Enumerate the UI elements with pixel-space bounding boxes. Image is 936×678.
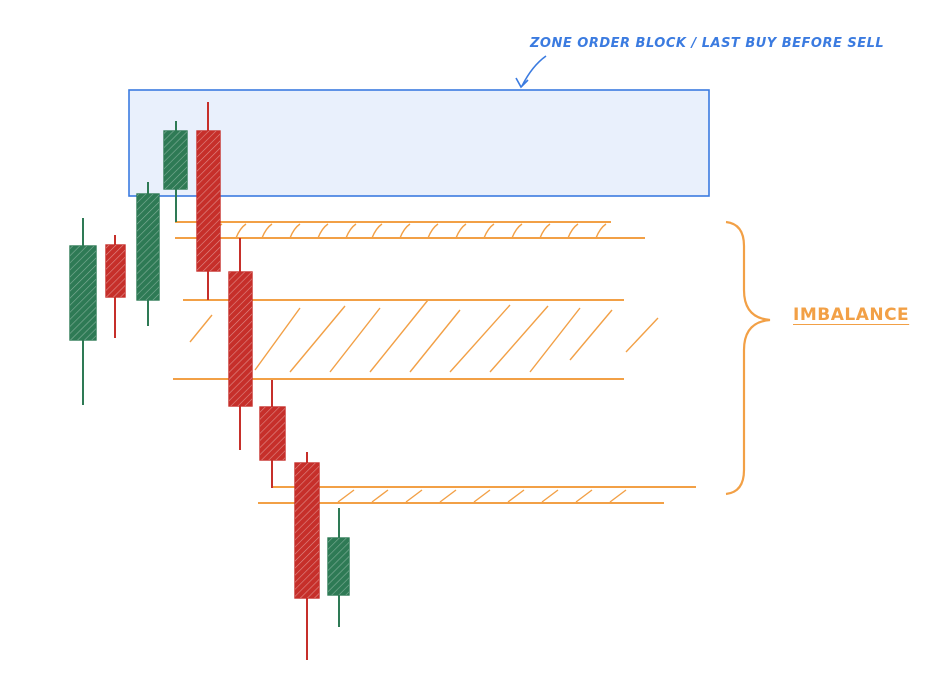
order-block-zone [128,89,710,197]
candle [105,235,126,338]
candle [196,102,221,300]
imbalance-band-middle [173,299,659,380]
candle [259,380,286,488]
candle [163,121,188,222]
imbalance-brace [725,220,771,496]
imbalance-label: IMBALANCE [793,305,910,325]
candle [228,238,253,450]
imbalance-band-upper [175,221,645,239]
order-block-label: ZONE ORDER BLOCK / LAST BUY BEFORE SELL [530,36,885,51]
order-block-arrow-head [515,77,529,89]
candle [69,218,97,405]
candlestick-series [69,102,350,660]
imbalance-band-lower [258,486,696,504]
candle [327,508,350,627]
candle [294,452,320,660]
order-block-arrow [521,55,547,87]
candle [136,182,160,326]
